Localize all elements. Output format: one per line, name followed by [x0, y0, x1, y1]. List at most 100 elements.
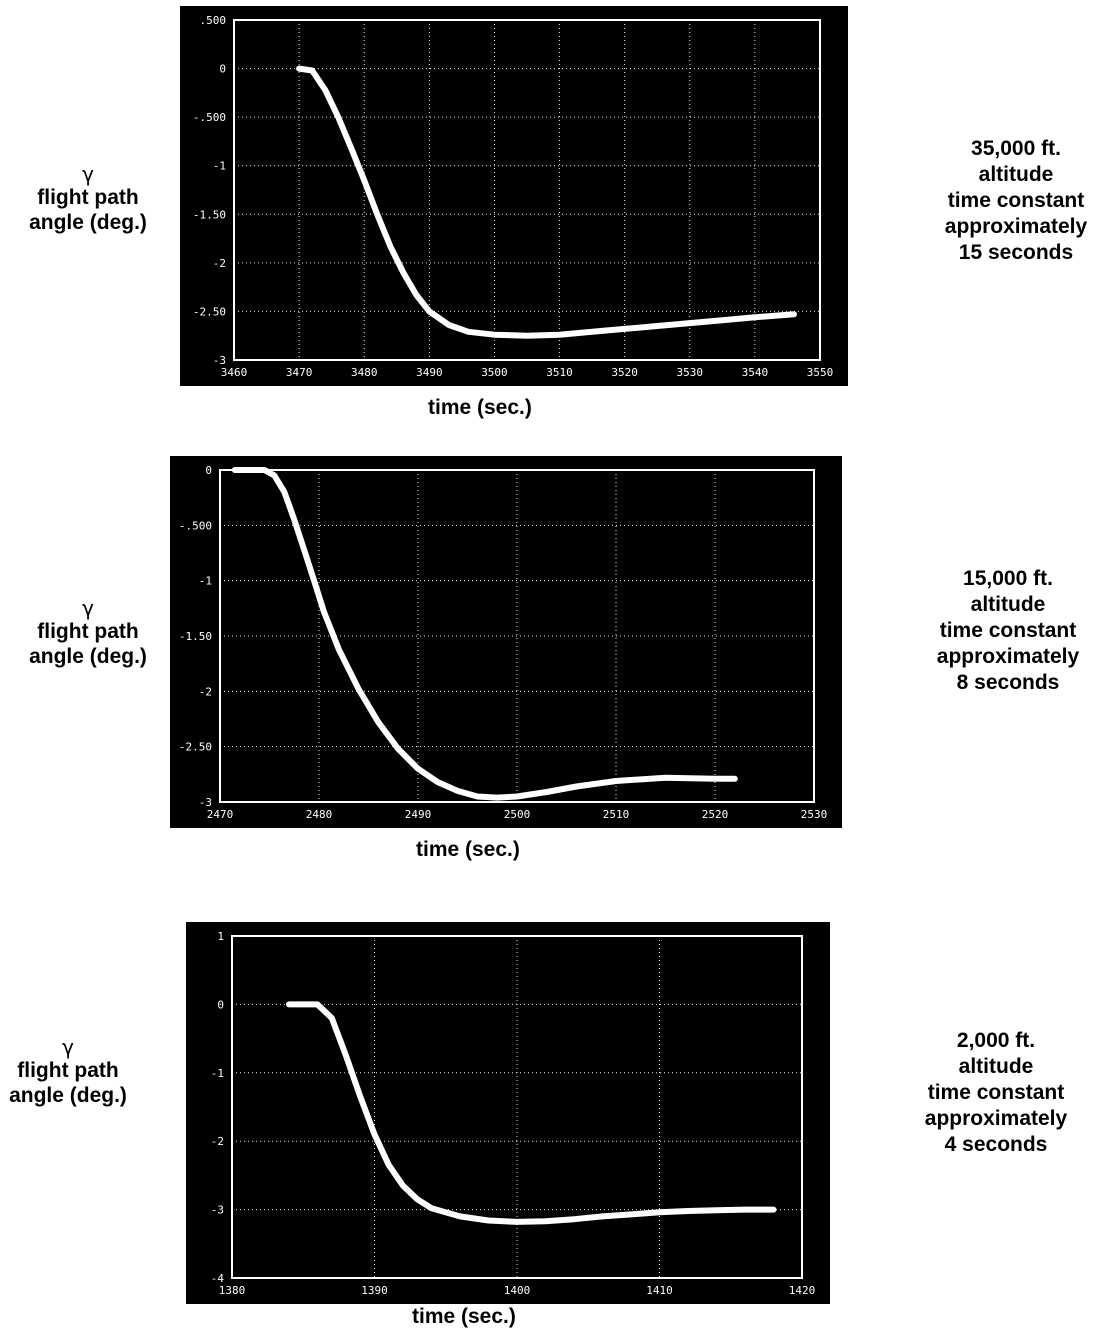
data-point	[429, 1205, 434, 1211]
data-point	[544, 789, 550, 795]
x-tick-label: 3500	[481, 366, 508, 379]
data-point	[426, 309, 432, 314]
series-line	[286, 1001, 777, 1225]
y-tick-label: -2	[211, 1135, 224, 1148]
data-point	[466, 329, 471, 335]
annotation-line: altitude	[978, 163, 1054, 186]
annotation-line: approximately	[944, 215, 1088, 238]
y-tick-label: -1	[199, 575, 212, 588]
data-point	[386, 1162, 392, 1168]
data-point	[600, 1214, 605, 1219]
data-point	[414, 1196, 420, 1202]
data-point	[372, 1131, 377, 1137]
data-point	[622, 326, 628, 332]
y-axis-label-line: angle (deg.)	[9, 1084, 127, 1107]
x-tick-label: 3480	[351, 366, 378, 379]
data-point	[357, 1094, 363, 1100]
data-point	[486, 1218, 491, 1223]
x-tick-label: 1400	[504, 1284, 531, 1297]
data-point	[301, 547, 307, 553]
x-tick-label: 1390	[361, 1284, 388, 1297]
data-point	[374, 211, 380, 217]
y-tick-label: 0	[219, 63, 226, 76]
data-point	[435, 779, 441, 785]
data-point	[628, 1211, 634, 1217]
data-point	[494, 795, 500, 800]
line-chart-35000ft: 3460 3470 3480 3490 3500 3510 3520 3530 3540 3550…	[180, 6, 848, 386]
y-tick-label: 1	[217, 930, 224, 943]
y-axis-label-line: flight path	[17, 1059, 119, 1082]
data-point	[475, 794, 480, 799]
data-point	[457, 1214, 463, 1219]
chart-background	[186, 922, 830, 1304]
plot-frame	[233, 19, 821, 361]
data-point	[791, 311, 797, 317]
x-tick-label: 2480	[306, 808, 333, 821]
data-point	[613, 778, 619, 784]
data-point	[291, 517, 297, 523]
annotation-line: 2,000 ft.	[956, 1029, 1036, 1052]
y-tick-label: -1.50	[179, 630, 212, 643]
data-point	[514, 794, 520, 799]
data-point	[272, 473, 277, 478]
data-point	[343, 1053, 349, 1059]
y-tick-label: -.500	[179, 519, 212, 532]
annotation-line: 4 seconds	[944, 1133, 1048, 1156]
data-point	[315, 1002, 320, 1007]
data-point	[400, 1183, 406, 1189]
series-line	[231, 467, 738, 801]
data-point	[286, 1002, 292, 1007]
y-tick-label: 0	[217, 998, 224, 1011]
x-axis-label-1: time (sec.)	[428, 396, 532, 419]
y-tick-label: -3	[199, 796, 212, 809]
data-point	[712, 776, 718, 782]
data-point	[311, 578, 317, 584]
y-tick-label: -2	[213, 257, 226, 270]
x-tick-label: 3520	[611, 366, 638, 379]
data-point	[322, 87, 328, 93]
data-point	[356, 686, 361, 692]
data-point	[336, 646, 342, 652]
annotation-line: altitude	[970, 593, 1046, 616]
data-point	[335, 114, 341, 120]
gamma-symbol: γ	[62, 1035, 74, 1059]
annotation-line: 15,000 ft.	[963, 567, 1053, 590]
y-tick-label: -2	[199, 685, 212, 698]
data-point	[719, 317, 725, 323]
data-point	[752, 314, 758, 320]
data-point	[514, 1219, 520, 1225]
y-tick-label: -3	[213, 354, 226, 367]
x-tick-label: 1380	[219, 1284, 246, 1297]
data-point	[348, 145, 354, 151]
gamma-symbol: γ	[82, 162, 94, 186]
data-point	[455, 788, 460, 794]
data-point	[413, 292, 419, 298]
y-tick-label: -.500	[193, 111, 226, 124]
data-point	[309, 68, 315, 73]
data-point	[446, 322, 452, 328]
data-point	[657, 1209, 662, 1215]
y-tick-label: -1	[211, 1067, 224, 1080]
y-axis-label-3: γ flight path angle (deg.)	[0, 1036, 172, 1108]
chart-background	[180, 6, 848, 386]
y-tick-label: -1.50	[193, 208, 226, 221]
annotation-line: approximately	[924, 1107, 1068, 1130]
data-point	[296, 66, 302, 71]
data-point	[557, 332, 562, 338]
y-tick-label: .500	[200, 14, 227, 27]
data-point	[321, 609, 327, 615]
y-axis-label-2: γ flight path angle (deg.)	[0, 597, 176, 669]
x-tick-label: 3550	[807, 366, 834, 379]
annotation-line: 8 seconds	[956, 671, 1060, 694]
x-axis-label-2: time (sec.)	[416, 838, 520, 861]
y-axis-label-line: angle (deg.)	[29, 211, 147, 234]
x-tick-label: 3530	[677, 366, 704, 379]
data-point	[771, 1207, 776, 1212]
data-point	[387, 243, 393, 249]
y-tick-label: 0	[205, 464, 212, 477]
y-axis-label-line: flight path	[37, 186, 139, 209]
y-tick-label: -1	[213, 160, 226, 173]
data-point	[329, 1015, 335, 1021]
annotation-line: time constant	[927, 1081, 1065, 1104]
data-point	[589, 329, 595, 335]
